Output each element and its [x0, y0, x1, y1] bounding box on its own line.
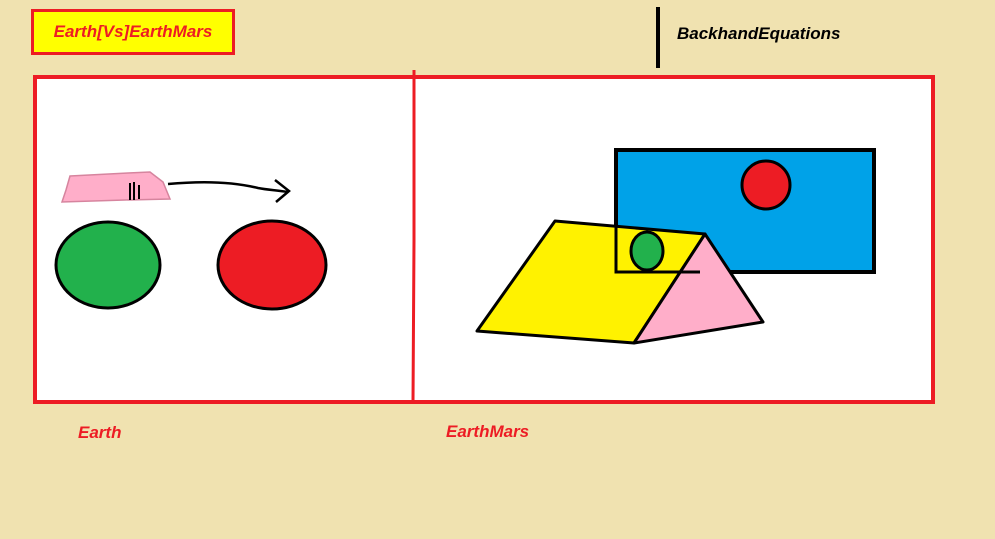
- earthmars-caption: EarthMars: [446, 422, 530, 441]
- green-circle: [54, 220, 162, 310]
- title-badge: Earth[Vs]EarthMars: [31, 9, 235, 55]
- title-text: Earth[Vs]EarthMars: [53, 22, 213, 41]
- red-dot: [740, 159, 792, 211]
- red-circle: [216, 219, 328, 311]
- panel-divider: [411, 70, 416, 403]
- pink-shape: [60, 171, 172, 203]
- blue-rectangle-overlap-edges: [614, 222, 700, 274]
- arrow-line: [167, 180, 289, 194]
- green-dot: [629, 230, 665, 272]
- side-label: BackhandEquations: [677, 24, 841, 43]
- arrow-head-icon: [274, 179, 291, 203]
- earth-caption: Earth: [78, 423, 122, 442]
- pink-shape-marks: [129, 182, 140, 200]
- pink-triangle: [632, 232, 765, 345]
